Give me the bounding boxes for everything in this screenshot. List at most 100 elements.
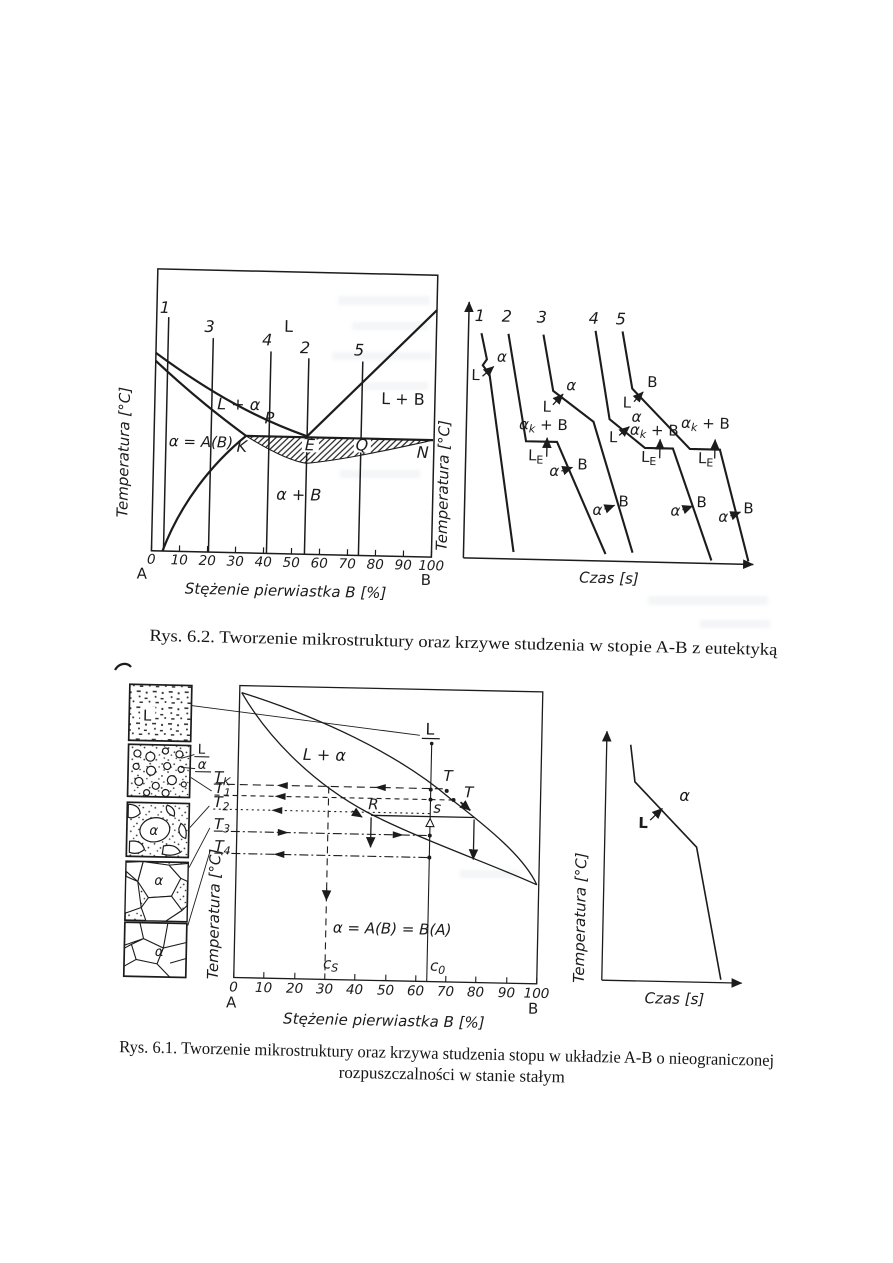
label-alpha: α <box>497 348 507 366</box>
x-axis <box>463 557 754 570</box>
tie-line-solid <box>371 814 475 819</box>
label-alpha: α <box>149 823 158 839</box>
temperature-tie-lines <box>213 782 453 859</box>
label-c0: c0 <box>430 957 446 977</box>
grain-boundaries <box>123 922 187 978</box>
region-label-liquid: L <box>284 317 293 336</box>
transformation-arrow <box>561 466 574 476</box>
label-b: B <box>743 499 754 517</box>
label-liquid: L <box>143 707 152 725</box>
alloy-line-3 <box>207 338 215 553</box>
label-alpha-equation: α = A(B) = B(A) <box>333 919 452 939</box>
temperature-labels: TK T1 T2 T3 T4 <box>213 768 232 857</box>
y-axis-title: Temperatura [°C] <box>113 387 134 518</box>
tick-label: 30 <box>316 981 334 997</box>
endpoint-a-label: A <box>137 564 148 582</box>
solvus-line <box>161 435 247 552</box>
region-label-l-b: L + B <box>381 389 425 409</box>
figure-rys-6-1: L L α α <box>119 683 774 1087</box>
cooling-direction-arrow <box>459 800 471 812</box>
connector-box4-t3 <box>188 827 211 868</box>
label-liquid: L <box>198 742 206 758</box>
point-label-r: R <box>368 795 379 813</box>
endpoint-b-label: B <box>528 1000 539 1018</box>
label-l-eutectic: LE <box>698 449 714 469</box>
tick-label: 100 <box>418 558 444 575</box>
region-label-l-alpha: L + α <box>217 394 261 414</box>
label-alpha-k-plus-b: αk + B <box>630 421 679 442</box>
label-alpha-k-plus-b: αk + B <box>681 414 730 435</box>
figure-caption-6-2: Rys. 6.2. Tworzenie mikrostruktury oraz … <box>149 626 778 659</box>
point-dot <box>427 833 432 838</box>
label-temperature-t: T <box>443 767 454 785</box>
diagram-frame <box>150 268 439 558</box>
alloy-line-4 <box>265 351 272 554</box>
label-t4: T4 <box>214 837 231 857</box>
tick-label: 70 <box>437 984 455 1000</box>
tick-label: 50 <box>377 982 395 998</box>
transformation-arrow <box>632 391 644 403</box>
transformation-arrow <box>729 511 742 521</box>
label-b: B <box>696 493 707 511</box>
point-dot <box>451 798 456 803</box>
tick-label: 10 <box>170 552 188 568</box>
alloy-line-1 <box>162 317 170 552</box>
label-t2: T2 <box>213 793 230 813</box>
connector-box3-t2 <box>189 805 210 828</box>
alloy-composition-line-c0 <box>426 743 433 982</box>
x-axis-title: Czas [s] <box>644 989 704 1008</box>
point-label-s: s <box>433 799 441 817</box>
label-backdrop <box>140 706 156 723</box>
endpoint-a-label: A <box>226 993 237 1011</box>
eutectic-phase-diagram: 1 3 4 2 5 L L + α L + B α = A(B) α + B P… <box>113 268 444 602</box>
transformation-arrow <box>552 393 564 406</box>
left-arrowhead <box>271 806 283 814</box>
alloy-line-2 <box>303 358 310 555</box>
label-pointer-line <box>181 754 196 770</box>
label-alpha: α <box>670 502 680 520</box>
alpha-droplets <box>132 747 187 798</box>
label-liquid: L <box>542 398 551 416</box>
region-label-l-alpha: L + α <box>303 745 347 765</box>
cooling-curve-2 <box>507 333 607 555</box>
arrow-to-r <box>350 807 363 818</box>
left-arrowhead <box>276 782 288 790</box>
label-liquid: L <box>638 814 648 832</box>
label-alpha: α <box>718 508 728 526</box>
tick-label: 20 <box>198 553 216 569</box>
cooling-curve-diagram-61: L α Temperatura [°C] Czas [s] <box>570 730 743 1008</box>
cooling-curve-3 <box>542 334 634 554</box>
label-alpha: α <box>566 376 576 394</box>
label-alpha: α <box>549 462 559 480</box>
tick-label: 80 <box>366 557 384 573</box>
curve-number-5: 5 <box>616 309 627 328</box>
tick-label: 20 <box>286 981 304 997</box>
y-axis-title: Temperatura [°C] <box>433 420 454 551</box>
y-axis <box>601 730 612 981</box>
point-label-e: E <box>305 435 316 454</box>
transformation-arrow <box>482 366 495 377</box>
curve-number-3: 3 <box>537 307 548 326</box>
x-axis <box>601 978 743 988</box>
x-axis-tick-labels: 0 10 20 30 40 50 60 70 80 90 100 <box>229 979 549 1002</box>
x-axis-title: Stężenie pierwiastka B [%] <box>283 1010 485 1032</box>
label-tk: TK <box>214 768 232 788</box>
x-axis-ticks <box>233 971 538 984</box>
label-alpha: α <box>155 944 164 960</box>
curve-number-2: 2 <box>502 307 513 326</box>
y-axis-title: Temperatura [°C] <box>204 849 225 980</box>
alloy-number-2: 2 <box>300 338 311 357</box>
label-b: B <box>618 492 629 510</box>
alloy-number-5: 5 <box>354 340 365 359</box>
figure-caption-6-1-line2: rozpuszczalności w stanie stałym <box>339 1063 565 1087</box>
open-triangle-marker <box>425 817 435 828</box>
region-label-alpha-b: α + B <box>276 485 322 505</box>
transformation-arrow <box>618 426 630 437</box>
y-axis <box>462 301 474 558</box>
transformation-arrow <box>649 807 663 821</box>
cooling-curve-1 <box>480 333 515 553</box>
alloy-line-5 <box>357 361 364 556</box>
down-arrow-liquidus <box>468 819 479 861</box>
cooling-curves-diagram-62: Temperatura [°C] Czas [s] 1 2 3 4 5 L α … <box>433 301 754 588</box>
connector-box2-t1 <box>190 777 212 792</box>
